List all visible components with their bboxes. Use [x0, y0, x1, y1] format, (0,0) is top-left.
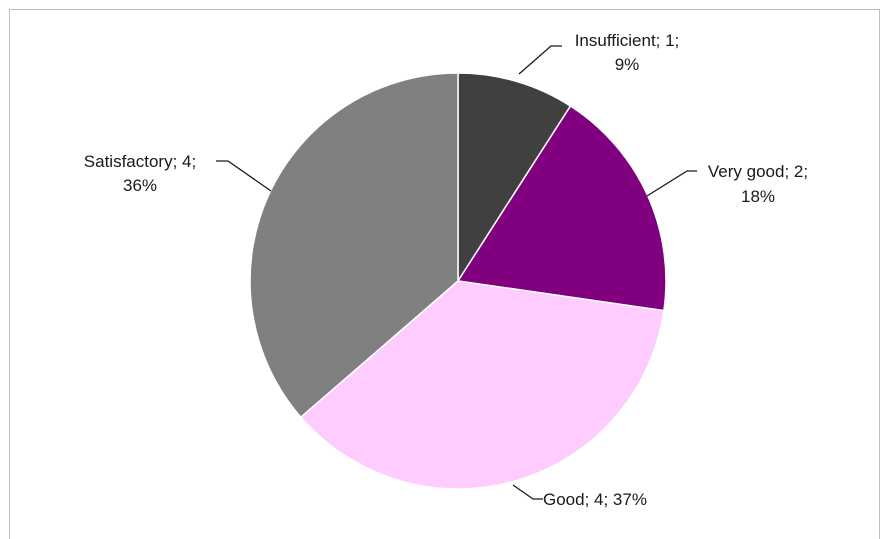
leader-line-satisfactory	[216, 160, 272, 192]
leader-line-very-good	[646, 170, 697, 197]
data-label-satisfactory-line2: 36%	[123, 176, 157, 195]
leader-lines	[216, 45, 697, 500]
data-label-very-good-line1: Very good; 2;	[708, 162, 808, 181]
data-label-very-good-line2: 18%	[741, 187, 775, 206]
data-label-insufficient-line2: 9%	[615, 55, 640, 74]
leader-line-good	[512, 484, 543, 500]
pie-slices	[249, 72, 667, 490]
data-label-satisfactory-line1: Satisfactory; 4;	[84, 152, 196, 171]
data-labels: Insufficient; 1; 9% Very good; 2; 18% Go…	[84, 31, 808, 509]
pie-slice-insufficient	[457, 72, 572, 284]
data-label-insufficient-line1: Insufficient; 1;	[575, 31, 680, 50]
pie-slice-very-good	[456, 104, 667, 312]
data-label-good: Good; 4; 37%	[543, 490, 647, 509]
pie-slice-good	[299, 280, 665, 490]
leader-line-insufficient	[518, 45, 562, 75]
pie-slice-satisfactory	[249, 72, 459, 419]
